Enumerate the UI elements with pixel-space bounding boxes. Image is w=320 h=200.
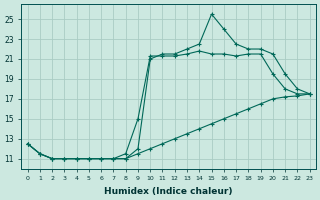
X-axis label: Humidex (Indice chaleur): Humidex (Indice chaleur) xyxy=(104,187,233,196)
